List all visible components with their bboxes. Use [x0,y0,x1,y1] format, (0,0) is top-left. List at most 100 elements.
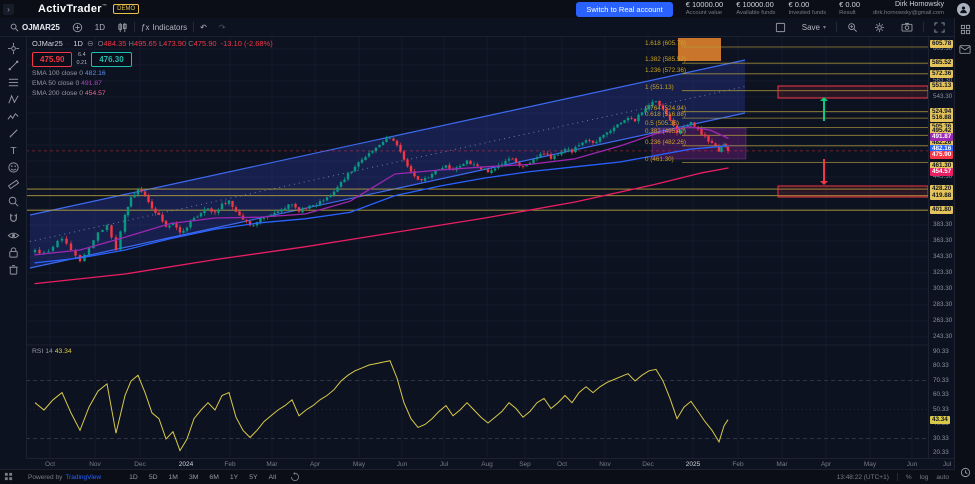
percent-scale-button[interactable]: % [905,473,912,481]
undo-button[interactable]: ↶ [200,22,207,32]
range-3m[interactable]: 3M [188,473,199,481]
panel-toggle-icon[interactable]: › [3,3,14,15]
lock-drawings-tool[interactable] [5,245,22,259]
trend-line-tool[interactable] [5,58,22,72]
ohlc-values: O484.35 H495.65 L473.90 C475.90 [97,39,217,48]
goto-date-button[interactable] [290,472,300,482]
time-axis-month: May [352,461,366,468]
fib-level-label: 1.236 (572.36) [645,67,686,74]
emoji-tool[interactable] [5,160,22,174]
measure-tool[interactable] [5,177,22,191]
range-6m[interactable]: 6M [209,473,219,481]
symbol-search[interactable]: OJMAR25 [4,18,66,36]
crosshair-tool[interactable] [5,41,22,55]
remove-drawings-tool[interactable] [5,262,22,276]
rsi-tick: 50.33 [933,406,949,413]
fib-level-label: 0 (461.30) [645,156,674,163]
watchlist-toggle-icon[interactable] [4,472,13,481]
search-icon [10,23,19,31]
zoom-tool[interactable] [5,194,22,208]
snapshot-button[interactable] [895,22,919,32]
brush-tool[interactable] [5,126,22,140]
time-axis[interactable]: Oct Nov Dec 2024 Feb Mar Apr May Jun Jul Aug Sep Oct… [26,458,955,471]
time-axis-month: Feb [732,461,744,468]
rsi-legend[interactable]: RSI 14 43.34 [32,348,72,355]
collapse-legend-icon[interactable]: ⊖ [86,39,94,48]
fib-level-label: 0.764 (524.94) [645,105,686,112]
history-clock-button[interactable] [960,467,971,478]
price-tick: 283.30 [933,301,953,308]
powered-by: Powered by TradingView [28,473,102,481]
buy-price-button[interactable]: 476.30 [91,52,132,67]
range-1m[interactable]: 1M [168,473,178,481]
show-hide-drawings-tool[interactable] [5,228,22,242]
time-axis-month: Jul [439,461,449,468]
fib-level-label: 1.618 (605.78) [645,40,686,47]
rsi-tick: 30.33 [933,435,949,442]
price-axis[interactable]: 603.30583.30563.30543.30443.30383.30363.… [928,36,956,458]
fib-price-label: 605.78 [930,40,954,48]
interval-button[interactable]: 1D [94,22,106,32]
time-axis-month: Oct [44,461,56,468]
sma100-legend[interactable]: SMA 100 close 0 482.16 [32,70,106,77]
legend-symbol[interactable]: OJMar25 [32,39,63,48]
price-tick: 543.30 [933,93,953,100]
demo-badge: DEMO [113,4,140,14]
compare-symbol-button[interactable] [66,18,89,36]
sma200-legend[interactable]: SMA 200 close 0 454.57 [32,90,106,97]
time-axis-month: May [863,461,877,468]
zoom-in-button[interactable] [841,22,864,33]
time-axis-month: Aug [481,461,493,468]
range-1y[interactable]: 1Y [229,473,239,481]
fib-price-label: 461.30 [930,162,954,170]
candlestick-chart[interactable] [26,36,928,458]
layout-button[interactable] [769,22,792,33]
sell-price-button[interactable]: 475.90 [32,52,73,67]
layout-icon [775,22,785,32]
fib-retracement-tool[interactable] [5,75,22,89]
price-tick: 343.30 [933,253,953,260]
account-value-stat: € 10000.00 Account value [685,0,724,16]
chart-toolbar: OJMAR25 1D ƒx Indicators ↶ ↷ Save ▾ [0,18,955,37]
pattern-tool[interactable] [5,92,22,106]
time-axis-month: Jun [906,461,918,468]
settings-button[interactable] [868,22,891,33]
time-axis-month: Apr [820,461,832,468]
switch-to-real-account-button[interactable]: Switch to Real account [576,1,673,17]
time-axis-month: Jul [942,461,952,468]
range-all[interactable]: All [268,473,277,481]
user-avatar[interactable] [957,2,970,16]
legend-interval[interactable]: 1D [73,39,83,48]
range-5d[interactable]: 5D [148,473,158,481]
save-layout-button[interactable]: Save ▾ [801,22,826,32]
price-tick: 443.30 [933,173,953,180]
widgets-button[interactable] [960,24,971,35]
ema50-legend[interactable]: EMA 50 close 0 491.87 [32,80,102,87]
redo-button[interactable]: ↷ [218,22,226,32]
result-stat: € 0.00 Result [839,0,861,16]
fib-level-label: 0.5 (505.36) [645,120,679,127]
messages-button[interactable] [959,45,971,54]
fx-icon: ƒx [141,22,150,32]
time-axis-month: Nov [89,461,101,468]
fib-price-label: 585.52 [930,59,954,67]
log-scale-button[interactable]: log [919,473,929,481]
fib-price-label: 495.42 [930,127,954,135]
tradingview-link[interactable]: TradingView [65,473,102,481]
rsi-value-label: 43.34 [930,416,950,424]
chart-canvas[interactable]: 1.618 (605.78) 1.382 (585.52) 1.236 (572.3… [26,36,928,458]
indicators-button[interactable]: ƒx Indicators [141,22,188,32]
fullscreen-button[interactable] [928,21,951,33]
time-axis-month: Jun [396,461,408,468]
chart-type-button[interactable] [111,18,134,36]
candles-icon [118,22,127,32]
magnet-tool[interactable] [5,211,22,225]
auto-scale-button[interactable]: auto [936,473,949,481]
range-5y[interactable]: 5Y [249,473,258,481]
elliott-wave-tool[interactable] [5,109,22,123]
range-1d[interactable]: 1D [129,473,138,481]
text-tool[interactable]: T [5,143,22,157]
time-axis-year: 2024 [178,461,194,468]
spread-values: 6.4 0.21 [76,52,88,66]
